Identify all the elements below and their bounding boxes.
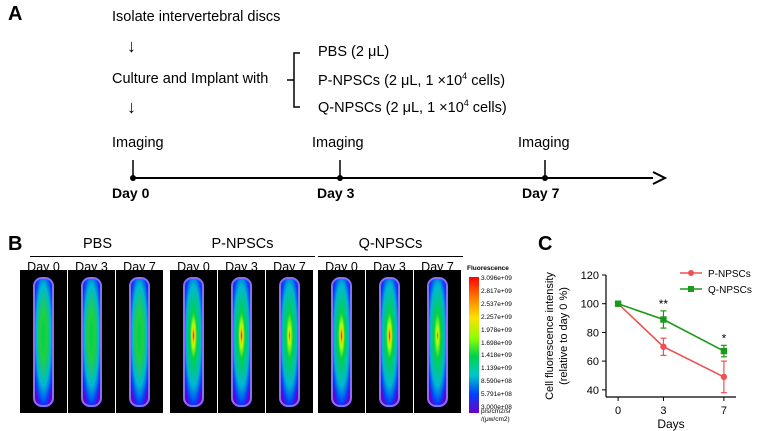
colorbar-tick: 1.978e+09 <box>481 326 512 334</box>
bioluminescence-image <box>170 270 217 413</box>
group-title-pbs: PBS <box>82 236 112 252</box>
panel-a-letter: A <box>8 3 23 25</box>
step-culture: Culture and Implant with <box>112 71 269 87</box>
data-point <box>720 347 728 355</box>
legend-marker <box>688 270 694 276</box>
treatment-q-npscs: Q-NPSCs (2 μL, 1 ×104 cells) <box>318 98 507 116</box>
colorbar-title: Fluorescence <box>467 265 509 272</box>
imaging-label-day0: Imaging <box>112 135 164 151</box>
colorbar-unit-2: /(μw/cm2) <box>481 416 510 423</box>
significance-marker: ** <box>659 297 669 311</box>
panel-c-letter: C <box>538 233 553 255</box>
colorbar-tick: 1.698e+09 <box>481 339 512 347</box>
colorbar-unit-1: p/s/cm2/sr <box>481 408 511 415</box>
line-chart: 40 60 80 100 120 0 3 7 Days Cell fluorescence int… <box>544 269 752 431</box>
bioluminescence-image <box>218 270 265 413</box>
x-axis-label: Days <box>657 417 684 431</box>
colorbar-tick: 2.257e+09 <box>481 313 512 321</box>
bioluminescence-image <box>68 270 115 413</box>
bioluminescence-image <box>366 270 413 413</box>
series-line <box>617 303 725 378</box>
disc-signal <box>279 277 300 407</box>
y-tick-label: 100 <box>581 299 599 311</box>
treatment-bracket <box>287 52 300 108</box>
group-underline-q-npscs <box>318 256 463 257</box>
bioluminescence-image <box>20 270 67 413</box>
legend-label: P-NPSCs <box>708 269 751 280</box>
disc-signal <box>183 277 204 407</box>
data-point <box>720 373 728 381</box>
colorbar-tick: 1.139e+09 <box>481 365 512 373</box>
x-tick-label: 7 <box>721 405 727 417</box>
panel-b-letter: B <box>8 233 23 255</box>
bioluminescence-image <box>266 270 313 413</box>
down-arrow-icon: ↓ <box>127 36 136 56</box>
disc-signal <box>231 277 252 407</box>
data-point <box>614 300 622 307</box>
y-tick-label: 60 <box>587 356 599 368</box>
x-tick-label: 3 <box>660 405 666 417</box>
colorbar-tick: 5.791e+08 <box>481 391 512 399</box>
colorbar-tick: 2.537e+09 <box>481 300 512 308</box>
colorbar-tick: 3.000e+08 <box>481 404 512 411</box>
treatment-pbs: PBS (2 μL) <box>318 44 390 60</box>
group-underline-pbs <box>30 256 173 257</box>
disc-signal <box>33 277 54 407</box>
y-tick-label: 40 <box>587 385 599 397</box>
group-title-p-npscs: P-NPSCs <box>211 236 274 252</box>
disc-signal <box>427 277 448 407</box>
disc-signal <box>129 277 150 407</box>
colorbar-gradient <box>469 277 479 413</box>
legend-label: Q-NPSCs <box>708 285 752 296</box>
group-underline-p-npscs <box>170 256 315 257</box>
colorbar-tick: 2.817e+09 <box>481 287 512 295</box>
colorbar-tick: 8.590e+08 <box>481 378 512 386</box>
treatment-p-npscs: P-NPSCs (2 μL, 1 ×104 cells) <box>318 71 506 89</box>
disc-signal <box>379 277 400 407</box>
y-tick-label: 120 <box>581 270 599 282</box>
timeline-day0: Day 0 <box>112 185 150 201</box>
legend-marker <box>688 286 694 292</box>
imaging-label-day7: Imaging <box>518 135 570 151</box>
significance-marker: * <box>722 331 727 345</box>
disc-signal <box>81 277 102 407</box>
colorbar-tick: 3.096e+09 <box>481 275 512 282</box>
colorbar-tick: 1.418e+09 <box>481 352 512 360</box>
series-line <box>617 302 725 352</box>
y-axis-label-line2: (relative to day 0 %) <box>558 287 570 385</box>
x-tick-label: 0 <box>615 405 621 417</box>
data-point <box>660 343 667 350</box>
y-axis-label-line1: Cell fluorescence intensity <box>544 272 556 400</box>
bioluminescence-image <box>318 270 365 413</box>
step-isolate: Isolate intervertebral discs <box>112 9 281 25</box>
data-point <box>660 316 667 323</box>
disc-signal <box>331 277 352 407</box>
imaging-label-day3: Imaging <box>312 135 364 151</box>
bioluminescence-image <box>116 270 163 413</box>
down-arrow-icon: ↓ <box>127 97 136 117</box>
bioluminescence-image <box>414 270 461 413</box>
timeline-axis <box>130 160 668 185</box>
group-title-q-npscs: Q-NPSCs <box>358 236 423 252</box>
y-tick-label: 80 <box>587 327 599 339</box>
timeline-day7: Day 7 <box>522 185 560 201</box>
timeline-day3: Day 3 <box>317 185 355 201</box>
